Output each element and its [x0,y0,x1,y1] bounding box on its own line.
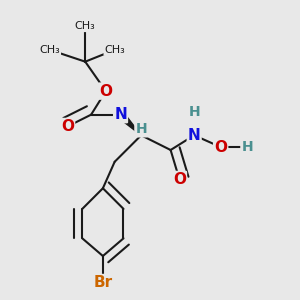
Text: O: O [173,172,186,187]
Text: N: N [188,128,200,143]
Text: H: H [135,122,147,136]
Text: CH₃: CH₃ [104,45,125,55]
Text: H: H [188,105,200,119]
Text: CH₃: CH₃ [40,45,60,55]
Text: O: O [99,84,112,99]
Text: N: N [114,107,127,122]
Text: Br: Br [93,275,112,290]
Text: H: H [242,140,253,154]
Text: CH₃: CH₃ [75,21,96,31]
Text: O: O [61,119,74,134]
Polygon shape [118,112,141,135]
Text: O: O [214,140,227,154]
